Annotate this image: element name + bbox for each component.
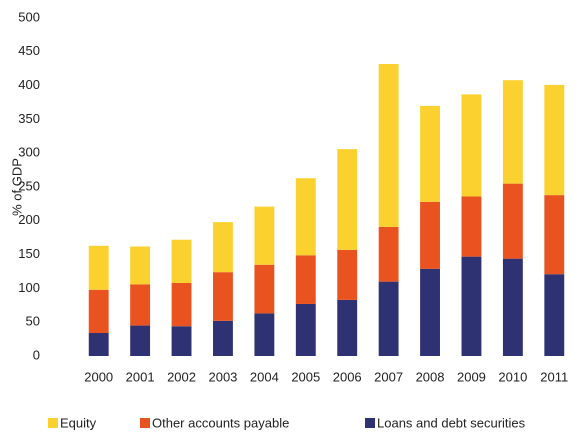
x-tick-label: 2011 <box>540 369 568 384</box>
x-tick-label: 2010 <box>498 369 527 384</box>
x-tick-label: 2001 <box>126 369 155 384</box>
x-tick-label: 2007 <box>374 369 403 384</box>
bar-segment <box>295 178 316 256</box>
bar-segment <box>130 325 151 356</box>
bar-segment <box>461 256 482 356</box>
legend-swatch <box>365 418 375 428</box>
y-tick-label: 200 <box>18 212 40 227</box>
legend-swatch <box>140 418 150 428</box>
bar-segment <box>88 333 109 356</box>
bar-segment <box>461 196 482 257</box>
y-tick-label: 300 <box>18 145 40 160</box>
x-tick-label: 2003 <box>208 369 237 384</box>
y-tick-label: 50 <box>26 314 40 329</box>
bar-segment <box>213 222 233 273</box>
x-tick-label: 2009 <box>457 369 486 384</box>
legend-label: Other accounts payable <box>152 415 289 430</box>
bar-segment <box>171 239 192 283</box>
bar-segment <box>502 258 523 356</box>
bar-segment <box>544 195 565 275</box>
bar-segment <box>378 63 399 227</box>
y-tick-label: 0 <box>33 347 40 362</box>
bar-segment <box>337 299 358 356</box>
bar-segment <box>378 226 399 282</box>
x-tick-label: 2002 <box>167 369 196 384</box>
y-tick-label: 100 <box>18 280 40 295</box>
y-tick-label: 350 <box>18 111 40 126</box>
x-tick-label: 2000 <box>84 369 113 384</box>
bar-segment <box>420 201 440 269</box>
bar-segment <box>213 272 233 321</box>
bar-segment <box>130 246 151 285</box>
bar-segment <box>502 183 523 259</box>
y-tick-label: 150 <box>18 246 40 261</box>
y-axis-label: % of GDP <box>9 158 24 216</box>
bar-segment <box>213 320 233 356</box>
bar-segment <box>420 105 440 202</box>
y-tick-label: 500 <box>18 9 40 24</box>
bar-segment <box>88 245 109 290</box>
bar-segment <box>502 80 523 184</box>
bar-segment <box>337 149 358 250</box>
bar-segment <box>461 94 482 197</box>
bar-segment <box>130 284 151 326</box>
bar-segment <box>295 303 316 356</box>
x-tick-label: 2006 <box>333 369 362 384</box>
y-tick-label: 400 <box>18 77 40 92</box>
x-tick-label: 2004 <box>250 369 279 384</box>
bar-segment <box>171 326 192 356</box>
y-tick-label: 250 <box>18 178 40 193</box>
bar-segment <box>254 206 275 265</box>
x-tick-label: 2008 <box>416 369 445 384</box>
bar-segment <box>171 282 192 327</box>
bar-segment <box>420 268 440 356</box>
y-tick-label: 450 <box>18 43 40 58</box>
bar-segment <box>88 289 109 334</box>
bar-segment <box>378 281 399 356</box>
legend-label: Loans and debt securities <box>377 415 526 430</box>
legend-label: Equity <box>60 415 97 430</box>
bar-segment <box>295 255 316 304</box>
bar-segment <box>544 84 565 196</box>
legend-swatch <box>48 418 58 428</box>
x-tick-label: 2005 <box>291 369 320 384</box>
bar-segment <box>337 249 358 300</box>
bar-segment <box>544 274 565 356</box>
bar-segment <box>254 313 275 356</box>
bar-segment <box>254 264 275 314</box>
